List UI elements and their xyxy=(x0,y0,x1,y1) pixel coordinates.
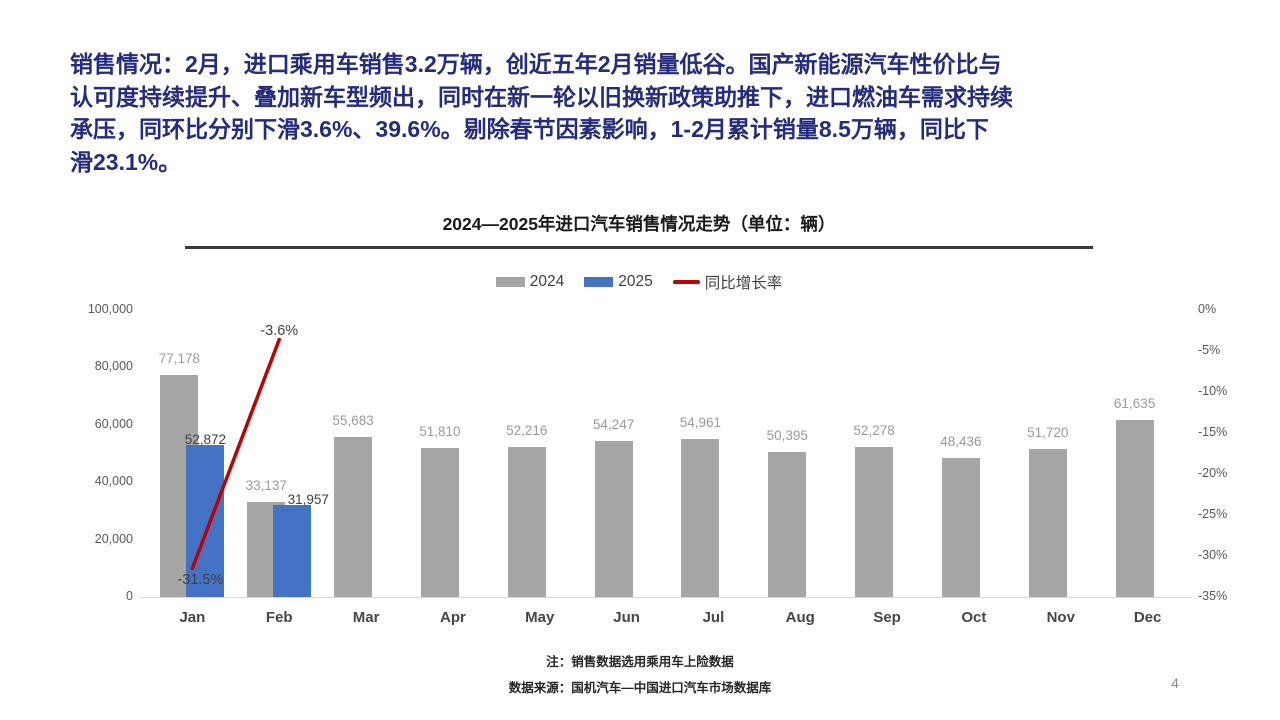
bar-2025-feb xyxy=(273,505,312,597)
x-axis-label-mar: Mar xyxy=(352,609,380,626)
legend-swatch-2025 xyxy=(584,277,614,287)
y2-axis-tick-label: -30% xyxy=(1198,548,1228,562)
bar-2024-jul xyxy=(681,439,720,597)
legend-line-swatch-icon xyxy=(672,280,700,284)
bar-value-label-2024: 61,635 xyxy=(1113,396,1156,412)
x-axis-label-sep: Sep xyxy=(873,609,901,626)
x-axis-label-feb: Feb xyxy=(265,609,293,626)
chart-title-underline xyxy=(185,246,1093,249)
y-axis-tick-label: 20,000 xyxy=(94,531,133,546)
x-axis-label-aug: Aug xyxy=(785,609,815,626)
chart-legend: 2024 2025 同比增长率 xyxy=(185,271,1093,293)
footnote: 注：销售数据选用乘用车上险数据 xyxy=(546,655,734,669)
page-number: 4 xyxy=(1171,675,1179,691)
bar-value-label-2024: 33,137 xyxy=(245,477,287,493)
chart-title: 2024—2025年进口汽车销售情况走势（单位：辆） xyxy=(442,214,836,234)
y2-axis-tick-label: 0% xyxy=(1198,302,1217,316)
bar-2024-sep xyxy=(855,446,894,597)
x-axis-label-apr: Apr xyxy=(439,609,466,626)
bar-value-label-2024: 51,810 xyxy=(419,424,461,440)
bar-2024-oct xyxy=(941,457,980,597)
bar-2024-jun xyxy=(594,441,633,597)
growth-point-label: -31.5% xyxy=(177,572,224,589)
x-axis-label-oct: Oct xyxy=(961,609,987,626)
legend-item-2025: 2025 xyxy=(584,273,653,291)
y-axis-tick-label: 60,000 xyxy=(94,416,133,431)
legend-item-growth-rate: 同比增长率 xyxy=(672,271,783,293)
x-axis-label-dec: Dec xyxy=(1133,609,1162,626)
legend-label-growth-rate: 同比增长率 xyxy=(704,275,783,292)
headline-line-3: 承压，同环比分别下滑3.6%、39.6%。剔除春节因素影响，1-2月累计销量8.… xyxy=(70,116,989,142)
y-axis-tick-label: 40,000 xyxy=(94,474,133,489)
bar-value-label-2024: 52,278 xyxy=(853,422,895,438)
y-axis-tick-label: 0 xyxy=(126,589,133,603)
bar-2024-may xyxy=(507,447,546,597)
x-axis-label-nov: Nov xyxy=(1046,609,1075,626)
y2-axis-tick-label: -5% xyxy=(1198,343,1221,357)
y2-axis-tick-label: -15% xyxy=(1198,425,1228,439)
bar-value-label-2024: 54,247 xyxy=(592,417,635,433)
bar-value-label-2025: 52,872 xyxy=(184,432,227,448)
y2-axis-tick-label: -20% xyxy=(1198,466,1228,480)
headline-line-4: 滑23.1%。 xyxy=(70,148,182,175)
bar-2024-aug xyxy=(768,452,807,597)
bar-2024-apr xyxy=(420,448,459,597)
bar-value-label-2024: 54,961 xyxy=(679,415,722,431)
x-axis-label-jan: Jan xyxy=(179,609,206,626)
y-axis-tick-label: 80,000 xyxy=(94,359,133,374)
x-axis-line xyxy=(140,597,1192,598)
x-axis-label-jul: Jul xyxy=(702,609,725,626)
bar-2024-mar xyxy=(334,437,373,597)
bar-value-label-2024: 48,436 xyxy=(940,433,982,449)
bar-value-label-2024: 52,216 xyxy=(506,423,548,439)
bar-value-label-2025: 31,957 xyxy=(287,492,329,508)
headline-line-2: 认可度持续提升、叠加新车型频出，同时在新一轮以旧换新政策助推下，进口燃油车需求持… xyxy=(70,83,1013,110)
y2-axis-tick-label: -25% xyxy=(1198,507,1228,521)
data-source-note: 数据来源：国机汽车—中国进口汽车市场数据库 xyxy=(508,681,772,695)
x-axis-label-may: May xyxy=(525,609,555,626)
y2-axis-tick-label: -35% xyxy=(1198,589,1228,603)
bar-2024-dec xyxy=(1115,420,1154,597)
legend-label-2025: 2025 xyxy=(618,273,653,290)
y2-axis-tick-label: -10% xyxy=(1198,384,1228,398)
headline-line-1: 销售情况：2月，进口乘用车销售3.2万辆，创近五年2月销量低谷。国产新能源汽车性… xyxy=(70,51,1002,77)
x-axis-label-jun: Jun xyxy=(613,609,640,626)
legend-swatch-2024 xyxy=(495,277,525,287)
bar-value-label-2024: 51,720 xyxy=(1027,424,1069,440)
bar-2024-nov xyxy=(1028,448,1067,597)
legend-item-2024: 2024 xyxy=(495,273,565,291)
growth-point-label: -3.6% xyxy=(260,322,299,339)
y-axis-tick-label: 100,000 xyxy=(87,302,133,316)
bar-value-label-2024: 50,395 xyxy=(766,428,808,444)
bar-value-label-2024: 55,683 xyxy=(332,413,374,429)
legend-label-2024: 2024 xyxy=(529,273,565,290)
headline: 销售情况：2月，进口乘用车销售3.2万辆，创近五年2月销量低谷。国产新能源汽车性… xyxy=(70,48,1222,178)
bar-value-label-2024: 77,178 xyxy=(158,351,201,367)
